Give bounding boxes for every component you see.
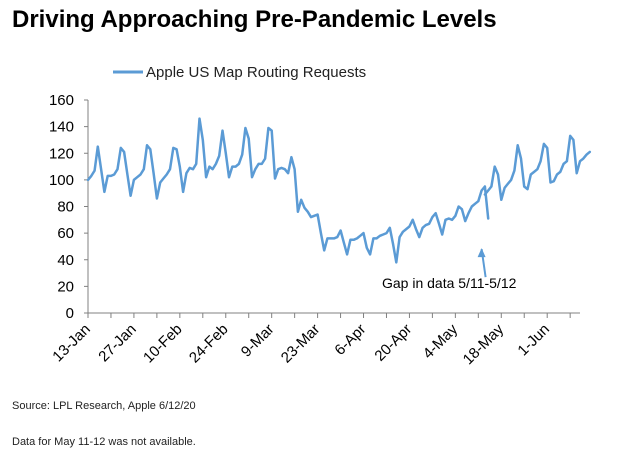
x-tick-label: 6-Apr: [331, 321, 369, 359]
y-tick-label: 80: [57, 199, 74, 216]
x-tick-label: 13-Jan: [49, 321, 93, 365]
x-tick-label: 10-Feb: [140, 321, 186, 367]
y-tick-label: 140: [49, 119, 74, 136]
x-tick-label: 24-Feb: [186, 321, 232, 367]
y-tick-label: 120: [49, 145, 74, 162]
legend-label: Apple US Map Routing Requests: [146, 64, 366, 81]
series-line-segment-2: [483, 134, 592, 202]
y-tick-label: 100: [49, 172, 74, 189]
x-tick-label: 18-May: [460, 320, 508, 368]
y-tick-label: 60: [57, 225, 74, 242]
y-tick-label: 40: [57, 252, 74, 269]
y-tick-label: 20: [57, 278, 74, 295]
chart-title: Driving Approaching Pre-Pandemic Levels: [12, 6, 497, 33]
y-tick-label: 0: [66, 305, 74, 322]
x-tick-label: 23-Mar: [278, 321, 324, 367]
annotation-arrow-head: [477, 248, 486, 258]
annotation-label: Gap in data 5/11-5/12: [382, 275, 517, 291]
x-tick-label: 1-Jun: [514, 321, 553, 360]
source-note: Source: LPL Research, Apple 6/12/20: [12, 400, 196, 412]
data-gap-note: Data for May 11-12 was not available.: [12, 436, 196, 448]
series-line-segment-1: [86, 117, 490, 264]
x-tick-label: 4-May: [420, 320, 462, 362]
y-tick-label: 160: [49, 92, 74, 109]
x-tick-label: 20-Apr: [371, 321, 415, 365]
x-tick-label: 27-Jan: [95, 321, 139, 365]
x-tick-label: 9-Mar: [238, 321, 278, 361]
